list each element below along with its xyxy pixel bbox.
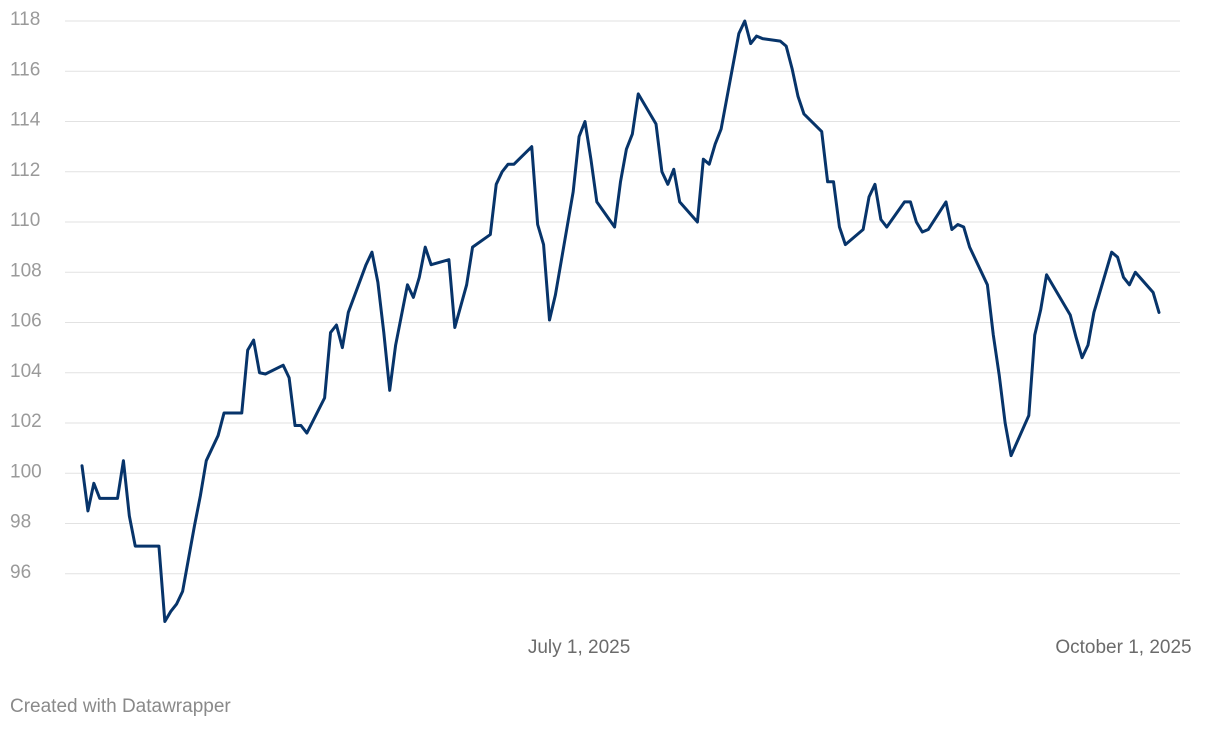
y-tick-label: 114 [10,110,41,131]
y-tick-label: 112 [10,160,40,181]
y-tick-label: 106 [10,311,42,332]
y-tick-label: 108 [10,260,42,281]
y-tick-label: 102 [10,411,42,432]
y-tick-label: 100 [10,461,42,482]
y-tick-label: 98 [10,512,31,533]
y-tick-label: 118 [10,9,40,30]
y-tick-label: 96 [10,562,31,583]
data-line [80,19,1161,623]
x-tick-label: July 1, 2025 [528,637,630,658]
credit: Created with Datawrapper [10,696,231,717]
y-tick-label: 110 [10,210,40,231]
x-tick-label: October 1, 2025 [1055,637,1191,658]
y-tick-label: 116 [10,59,40,80]
y-tick-label: 104 [10,361,42,382]
